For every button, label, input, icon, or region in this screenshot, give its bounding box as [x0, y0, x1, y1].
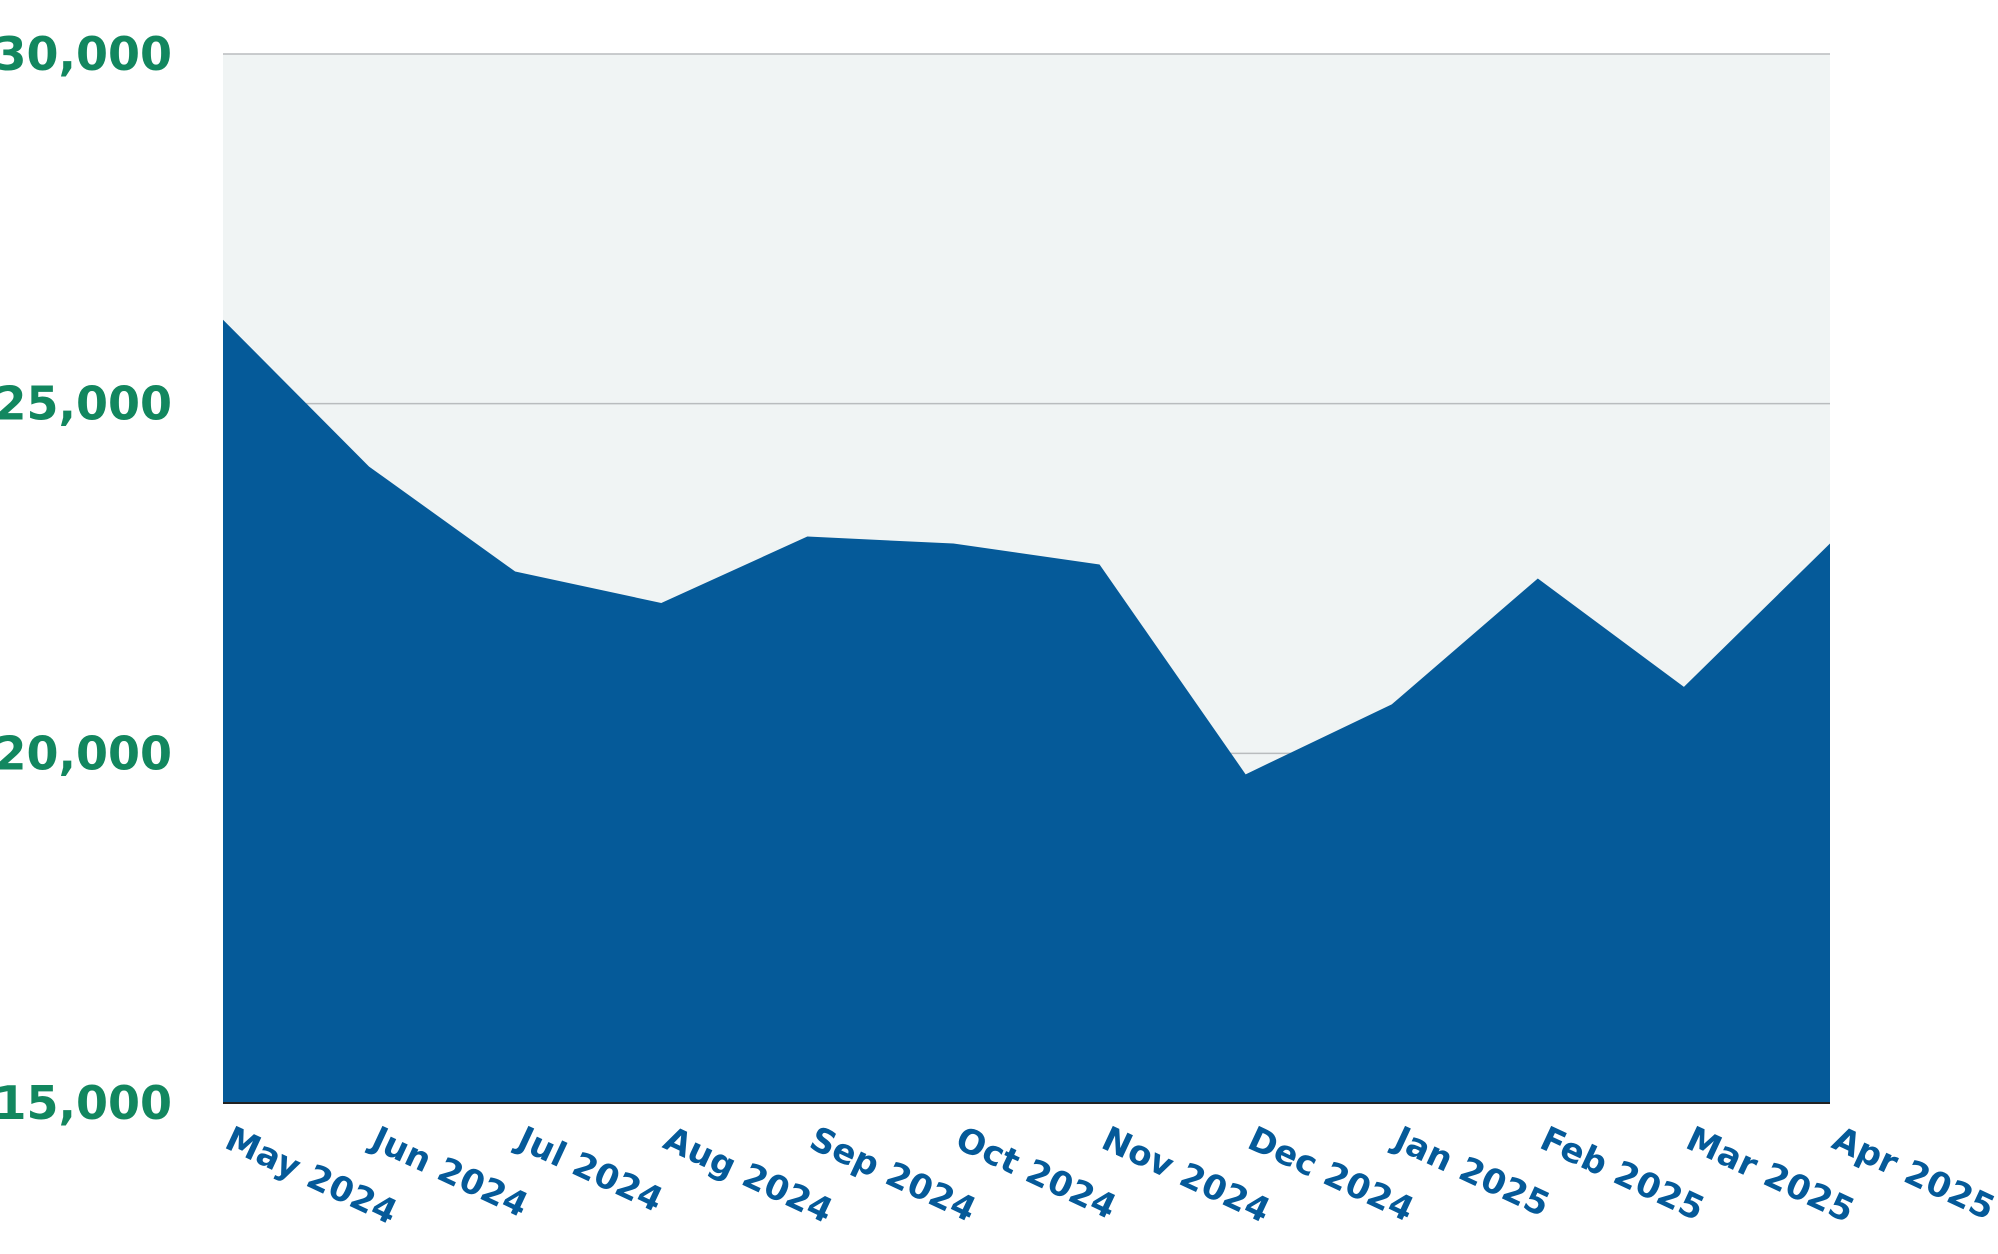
- x-tick-label: Jul 2024: [510, 1118, 669, 1221]
- x-tick-label: Dec 2024: [1242, 1119, 1420, 1230]
- y-tick-label: 30,000: [0, 27, 172, 81]
- area-series: [223, 319, 1830, 1103]
- x-tick-label: Mar 2025: [1680, 1119, 1860, 1231]
- x-tick-label: Feb 2025: [1534, 1119, 1710, 1230]
- y-tick-label: 15,000: [0, 1076, 172, 1130]
- x-tick-label: Nov 2024: [1096, 1119, 1276, 1232]
- x-tick-label: Oct 2024: [950, 1119, 1123, 1228]
- y-tick-labels: 15,000 20,000 25,000 30,000: [0, 27, 172, 1130]
- x-tick-label: Sep 2024: [804, 1119, 983, 1231]
- y-tick-label: 25,000: [0, 377, 172, 431]
- y-tick-label: 20,000: [0, 726, 172, 780]
